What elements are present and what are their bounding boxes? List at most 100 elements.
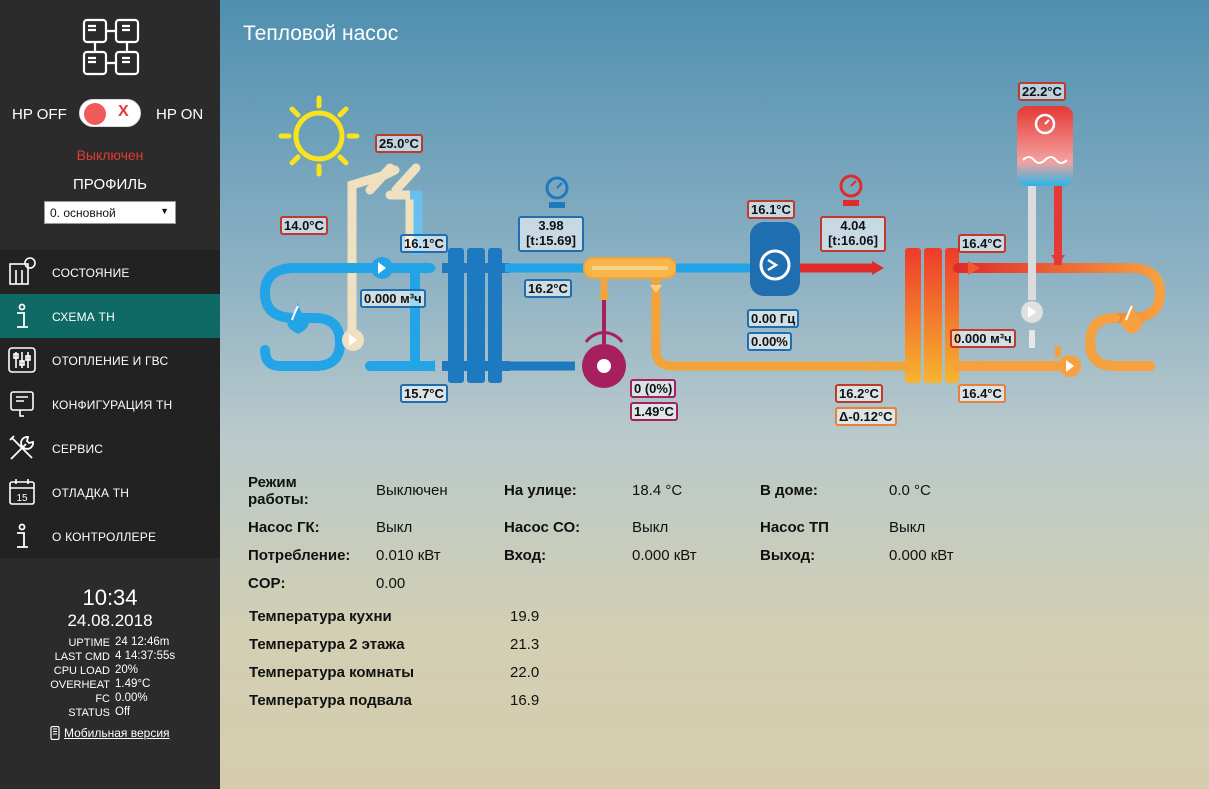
- source-pump-icon: [371, 257, 393, 279]
- stat-key: CPU LOAD: [53, 665, 110, 677]
- room-temp-value: 22.0: [510, 664, 540, 681]
- cop-value: 0.00: [376, 575, 406, 592]
- sun-icon: [278, 95, 360, 177]
- calendar-icon: 15: [9, 479, 35, 505]
- logo-hands-icon: [82, 18, 140, 76]
- stat-key: STATUS: [68, 707, 110, 719]
- hp-on-label: HP ON: [156, 106, 204, 123]
- room-temp-value: 16.9: [510, 692, 540, 709]
- nav-label: СЕРВИС: [52, 442, 104, 456]
- flow-arrow-icon: [872, 261, 884, 275]
- pump-gk-value: Выкл: [376, 519, 413, 536]
- nav-label: СХЕМА ТН: [52, 310, 115, 324]
- heat-pump-scheme: [259, 95, 1166, 388]
- profile-select-value: 0. основной: [50, 206, 116, 220]
- profile-label: ПРОФИЛЬ: [73, 176, 147, 193]
- svg-text:15: 15: [16, 493, 28, 504]
- pump-co-value: Выкл: [632, 519, 669, 536]
- home-key: В доме:: [760, 482, 818, 499]
- boiler-temp-label: 22.2°C: [1018, 82, 1066, 101]
- mode-key-line1: Режим: [248, 474, 297, 491]
- hp-power-toggle[interactable]: X: [79, 99, 141, 127]
- pump-gk-key: Насос ГК:: [248, 519, 320, 536]
- clock-time: 10:34: [82, 585, 138, 610]
- condenser-out-temp-label: 16.4°C: [958, 234, 1006, 253]
- nav-item-status[interactable]: СОСТОЯНИЕ: [0, 250, 220, 294]
- input-key: Вход:: [504, 547, 547, 564]
- nav-item-service[interactable]: СЕРВИС: [0, 426, 220, 470]
- input-value: 0.000 кВт: [632, 547, 697, 564]
- stat-value: 4 14:37:55s: [115, 650, 176, 662]
- stat-key: LAST CMD: [54, 651, 110, 663]
- stat-key: UPTIME: [68, 637, 110, 649]
- mode-key-line2: работы:: [248, 491, 309, 508]
- nav-label: КОНФИГУРАЦИЯ ТН: [52, 398, 173, 412]
- config-icon: [10, 391, 34, 417]
- nav-item-config[interactable]: КОНФИГУРАЦИЯ ТН: [0, 382, 220, 426]
- left-loop-temp-label: 14.0°C: [280, 216, 328, 235]
- compressor-freq-pct-label: 0.00%: [747, 332, 792, 351]
- room-temp-value: 21.3: [510, 636, 540, 653]
- flow-arrow-icon: [968, 261, 980, 275]
- nav-item-about[interactable]: О КОНТРОЛЛЕРЕ: [0, 514, 220, 558]
- main-panel: Тепловой насос: [220, 0, 1209, 789]
- stat-value: 1.49°C: [115, 678, 151, 690]
- high-pressure-t: [t:16.06]: [828, 233, 878, 248]
- sliders-icon: [8, 347, 36, 373]
- valve-position-label: 0 (0%): [630, 379, 677, 398]
- info-icon: [17, 523, 28, 548]
- nav-item-debug[interactable]: 15 ОТЛАДКА ТН: [0, 470, 220, 514]
- source-flow-label: 0.000 м³ч: [360, 289, 426, 308]
- profile-select[interactable]: 0. основной ▼: [44, 201, 176, 224]
- pump-tp-key: Насос ТП: [760, 519, 829, 536]
- sidebar: HP OFF X HP ON Выключен ПРОФИЛЬ 0. основ…: [0, 0, 220, 789]
- water-drop-icon: [1121, 300, 1143, 334]
- consumer-flow-label: 0.000 м³ч: [950, 329, 1016, 348]
- low-pressure-gauge-icon: [545, 176, 569, 208]
- stat-value: 0.00%: [115, 692, 148, 704]
- toggle-knob[interactable]: [84, 103, 106, 125]
- heating-pump-icon: [1055, 346, 1081, 377]
- room-temp-key: Температура кухни: [249, 608, 392, 625]
- consumption-value: 0.010 кВт: [376, 547, 441, 564]
- outside-key: На улице:: [504, 482, 577, 499]
- source-loop: [259, 263, 435, 371]
- page-title: Тепловой насос: [243, 22, 399, 45]
- cop-key: COP:: [248, 575, 286, 592]
- mode-value: Выключен: [376, 482, 448, 499]
- consumer-return-temp-label: 16.4°C: [958, 384, 1006, 403]
- condenser-exchanger: [905, 248, 959, 383]
- outside-value: 18.4 °C: [632, 482, 683, 499]
- low-pressure-label: 3.98 [t:15.69]: [518, 216, 584, 252]
- stat-key: FC: [95, 693, 110, 705]
- toggle-off-mark: X: [118, 103, 129, 120]
- flow-arrow-icon: [968, 360, 980, 372]
- stat-value: 20%: [115, 664, 139, 676]
- mobile-version-link[interactable]: Мобильная версия: [64, 726, 170, 740]
- stat-key: OVERHEAT: [50, 679, 110, 691]
- dropdown-arrow-icon: ▼: [160, 206, 169, 216]
- flow-arrow-icon: [868, 360, 880, 372]
- condenser-in-temp-label: 16.2°C: [835, 384, 883, 403]
- hp-status-text: Выключен: [76, 147, 144, 163]
- room-temp-key: Температура подвала: [249, 692, 412, 709]
- flow-arrow-icon: [1051, 255, 1065, 265]
- compressor-freq-label: 0.00 Гц: [747, 309, 800, 328]
- nav-label: ОТОПЛЕНИЕ И ГВС: [52, 354, 169, 368]
- delta-temp-label: Δ-0.12°C: [835, 407, 897, 426]
- room-temp-key: Температура комнаты: [249, 664, 415, 681]
- expansion-valve-icon: [582, 300, 626, 388]
- room-temp-key: Температура 2 этажа: [249, 636, 405, 653]
- mode-key: Режим работы:: [248, 474, 309, 508]
- nav-label: О КОНТРОЛЛЕРЕ: [52, 530, 157, 544]
- evaporator-exchanger: [442, 248, 510, 383]
- nav-item-heating[interactable]: ОТОПЛЕНИЕ И ГВС: [0, 338, 220, 382]
- high-pressure-label: 4.04 [t:16.06]: [820, 216, 886, 252]
- source-return-temp-label: 15.7°C: [400, 384, 448, 403]
- room-temp-value: 19.9: [510, 608, 540, 625]
- nav-item-scheme[interactable]: СХЕМА ТН: [0, 294, 220, 338]
- solar-pump-icon: [342, 329, 364, 351]
- water-drop-icon: [287, 300, 309, 334]
- solar-temp-label: 25.0°C: [375, 134, 423, 153]
- output-key: Выход:: [760, 547, 816, 564]
